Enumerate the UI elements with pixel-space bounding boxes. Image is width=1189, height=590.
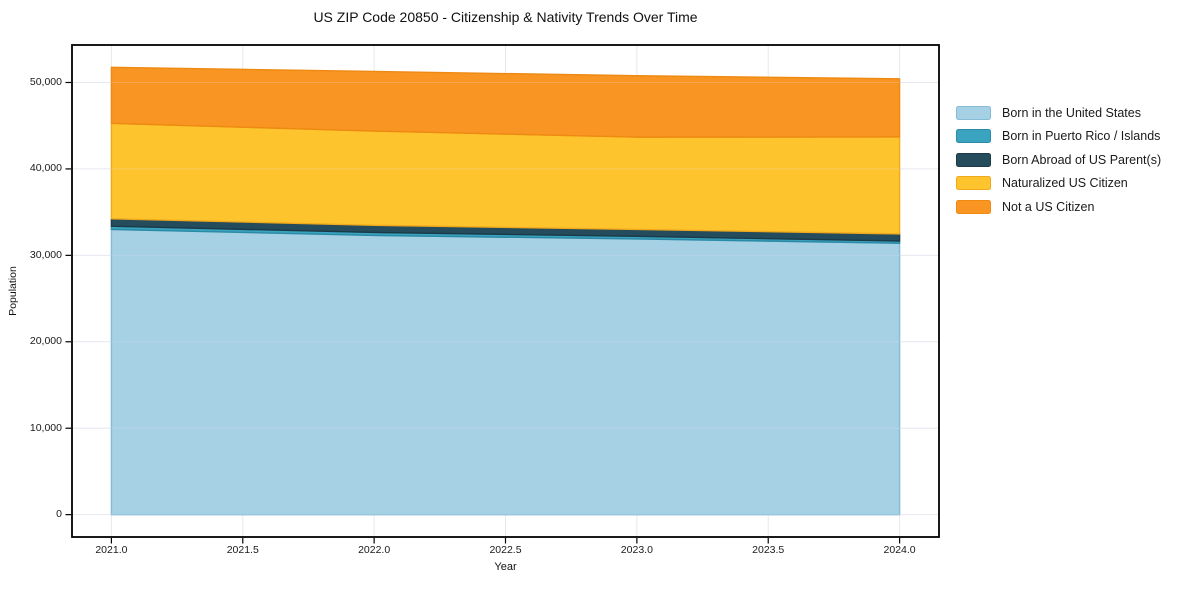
legend: Born in the United States Born in Puerto … <box>956 101 1161 219</box>
area-series-3 <box>110 122 901 235</box>
y-tick-label: 50,000 <box>29 75 62 88</box>
plot-border <box>71 44 940 538</box>
legend-swatch-3 <box>956 176 991 191</box>
area-series-0 <box>110 228 901 516</box>
legend-label: Born in the United States <box>1002 105 1141 120</box>
x-tick-label: 2023.0 <box>620 544 653 556</box>
y-tick-label: 20,000 <box>29 335 62 348</box>
legend-label: Born in Puerto Rico / Islands <box>1002 129 1161 144</box>
legend-swatch-1 <box>956 129 991 144</box>
y-tick-label: 10,000 <box>29 421 62 434</box>
legend-label: Not a US Citizen <box>1002 199 1095 214</box>
y-tick-label: 40,000 <box>29 162 62 175</box>
y-tick-label: 0 <box>56 508 62 521</box>
legend-swatch-4 <box>956 199 991 214</box>
legend-swatch-2 <box>956 152 991 167</box>
y-tick-label: 30,000 <box>29 248 62 261</box>
legend-item: Born in Puerto Rico / Islands <box>956 125 1161 149</box>
area-series-4 <box>110 66 901 138</box>
legend-item: Not a US Citizen <box>956 195 1161 219</box>
chart-title: US ZIP Code 20850 - Citizenship & Nativi… <box>313 9 698 25</box>
legend-item: Naturalized US Citizen <box>956 172 1161 196</box>
legend-label: Naturalized US Citizen <box>1002 176 1128 191</box>
legend-label: Born Abroad of US Parent(s) <box>1002 152 1162 167</box>
x-tick-label: 2021.5 <box>226 544 259 556</box>
x-tick-label: 2022.5 <box>489 544 522 556</box>
legend-item: Born in the United States <box>956 101 1161 125</box>
x-tick-label: 2021.0 <box>95 544 128 556</box>
x-tick-label: 2023.5 <box>752 544 785 556</box>
x-tick-label: 2024.0 <box>883 544 916 556</box>
legend-item: Born Abroad of US Parent(s) <box>956 148 1161 172</box>
x-axis-label: Year <box>494 561 517 573</box>
x-tick-label: 2022.0 <box>358 544 391 556</box>
legend-swatch-0 <box>956 105 991 120</box>
